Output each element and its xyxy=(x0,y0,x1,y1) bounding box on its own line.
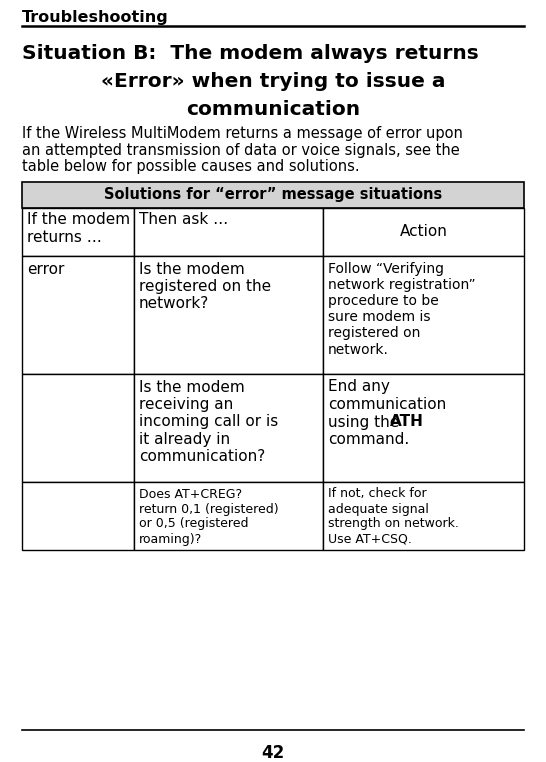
Text: ATH: ATH xyxy=(389,415,423,430)
Bar xyxy=(22,373,134,482)
Bar xyxy=(323,207,524,255)
Text: Does AT+CREG?
return 0,1 (registered)
or 0,5 (registered
roaming)?: Does AT+CREG? return 0,1 (registered) or… xyxy=(139,488,278,546)
Text: command.: command. xyxy=(328,432,410,447)
Text: If not, check for
adequate signal
strength on network.
Use AT+CSQ.: If not, check for adequate signal streng… xyxy=(328,488,459,546)
Text: Solutions for “error” message situations: Solutions for “error” message situations xyxy=(104,187,442,202)
Bar xyxy=(323,482,524,549)
Bar xyxy=(134,482,323,549)
Text: using the: using the xyxy=(328,415,404,430)
Text: Troubleshooting: Troubleshooting xyxy=(22,10,169,25)
Bar xyxy=(22,181,524,207)
Bar xyxy=(22,255,134,373)
Text: error: error xyxy=(27,261,64,277)
Text: communication: communication xyxy=(328,397,446,412)
Text: 42: 42 xyxy=(262,744,284,762)
Text: table below for possible causes and solutions.: table below for possible causes and solu… xyxy=(22,159,360,174)
Bar xyxy=(134,373,323,482)
Text: Is the modem
registered on the
network?: Is the modem registered on the network? xyxy=(139,261,271,312)
Text: Action: Action xyxy=(400,224,447,239)
Text: End any: End any xyxy=(328,379,390,395)
Bar xyxy=(134,207,323,255)
Bar xyxy=(22,482,134,549)
Text: communication: communication xyxy=(186,100,360,119)
Bar xyxy=(323,255,524,373)
Text: Is the modem
receiving an
incoming call or is
it already in
communication?: Is the modem receiving an incoming call … xyxy=(139,379,278,464)
Text: Situation B:  The modem always returns: Situation B: The modem always returns xyxy=(22,44,479,63)
Text: If the modem
returns …: If the modem returns … xyxy=(27,213,130,245)
Text: Then ask …: Then ask … xyxy=(139,213,228,228)
Text: an attempted transmission of data or voice signals, see the: an attempted transmission of data or voi… xyxy=(22,142,460,158)
Bar xyxy=(22,207,134,255)
Bar xyxy=(323,373,524,482)
Text: Follow “Verifying
network registration”
procedure to be
sure modem is
registered: Follow “Verifying network registration” … xyxy=(328,261,476,357)
Bar xyxy=(134,255,323,373)
Text: «Error» when trying to issue a: «Error» when trying to issue a xyxy=(101,72,445,91)
Text: If the Wireless MultiModem returns a message of error upon: If the Wireless MultiModem returns a mes… xyxy=(22,126,463,141)
